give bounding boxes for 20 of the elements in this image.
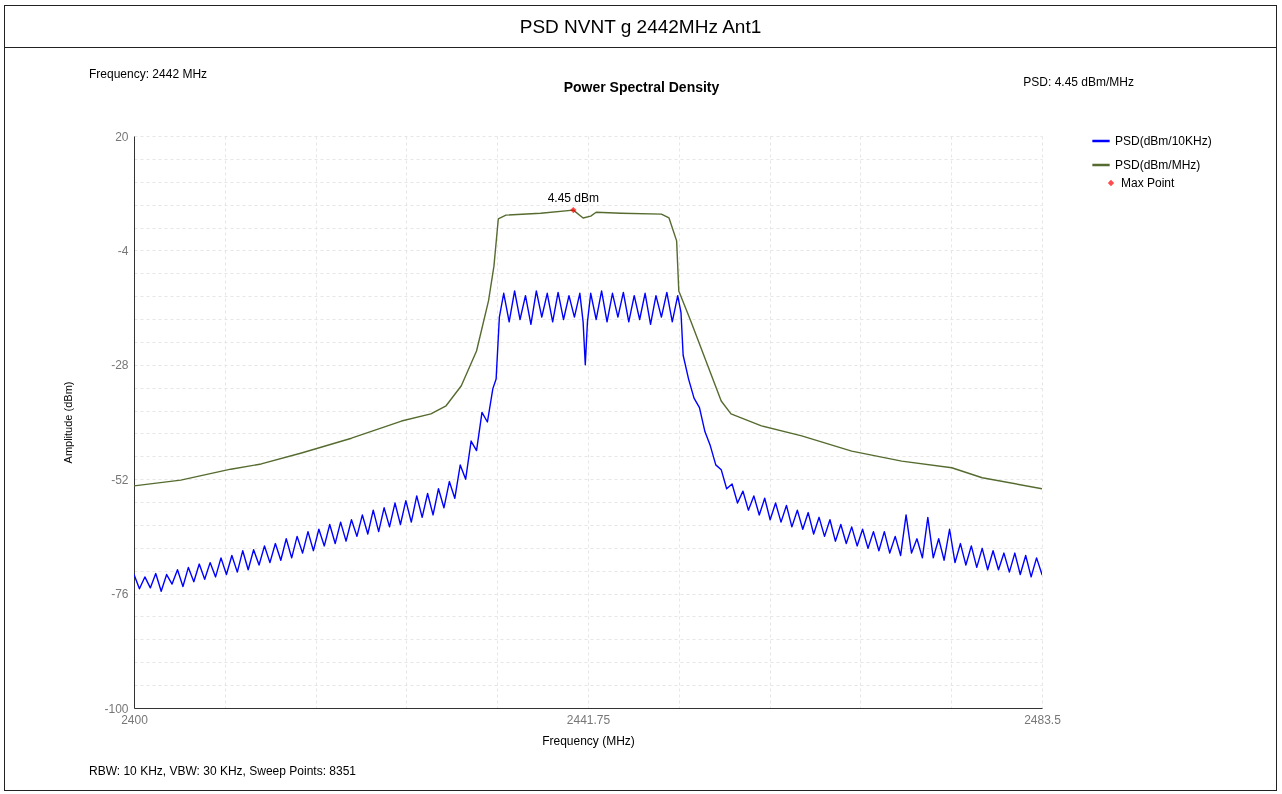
y-tick-label: -52	[111, 472, 129, 487]
legend-label: Max Point	[1121, 176, 1176, 190]
y-tick-label: -28	[111, 358, 129, 373]
y-axis-title: Amplitude (dBm)	[62, 381, 75, 464]
line-series	[134, 290, 1042, 592]
legend-label: PSD(dBm/10KHz)	[1115, 134, 1212, 148]
y-tick-label: -4	[117, 243, 129, 258]
chart-subtitle: Power Spectral Density	[563, 79, 720, 95]
y-tick-label: 20	[115, 129, 129, 144]
text: RBW: 10 KHz, VBW: 30 KHz, Sweep Points: 8351	[89, 764, 357, 778]
x-axis-title: Frequency (MHz)	[542, 733, 635, 748]
chart-title: PSD NVNT g 2442MHz Ant1	[5, 6, 1276, 48]
x-tick-label: 2483.5	[1024, 712, 1062, 727]
y-tick-label: -76	[111, 587, 129, 602]
annotation: 4.45 dBm	[547, 191, 600, 206]
text: PSD: 4.45 dBm/MHz	[1023, 75, 1134, 89]
x-tick-label: 2441.75	[566, 712, 611, 727]
legend-label: PSD(dBm/MHz)	[1115, 158, 1201, 172]
line-series	[134, 209, 1042, 490]
text: Frequency: 2442 MHz	[89, 67, 208, 81]
